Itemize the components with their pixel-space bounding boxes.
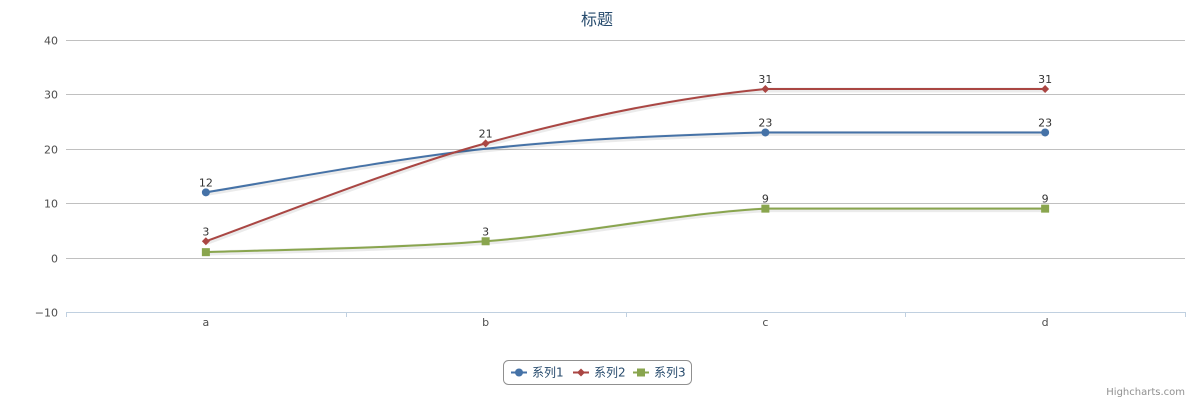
series-line[interactable]	[205, 87, 1046, 243]
data-label: 31	[1038, 73, 1052, 86]
y-tick-label: −10	[35, 307, 58, 320]
data-label: 9	[1042, 193, 1049, 206]
legend-symbol[interactable]	[515, 368, 523, 377]
y-tick-label: 0	[51, 253, 58, 266]
series-line[interactable]	[205, 207, 1046, 254]
y-tick-label: 10	[44, 198, 58, 211]
data-labels: 12 23 23 3 21 31 31 3 9 9	[199, 73, 1052, 238]
data-label: 9	[762, 193, 769, 206]
legend-label[interactable]: 系列3	[654, 366, 686, 380]
x-axis: a b c d	[66, 312, 1186, 329]
data-point[interactable]	[1041, 204, 1050, 213]
series-line[interactable]	[205, 131, 1046, 194]
data-point[interactable]	[761, 128, 770, 137]
data-point[interactable]	[1041, 128, 1050, 137]
y-tick-label: 20	[44, 144, 58, 157]
data-point[interactable]	[761, 204, 770, 213]
series-group	[201, 84, 1050, 257]
data-point[interactable]	[201, 237, 210, 246]
y-tick-label: 40	[44, 35, 58, 48]
data-point[interactable]	[481, 237, 490, 246]
y-axis: −10 0 10 20 30 40	[35, 35, 58, 320]
legend-label[interactable]: 系列1	[532, 366, 564, 380]
x-tick-label: d	[1042, 316, 1049, 329]
data-label: 3	[202, 225, 209, 238]
data-point[interactable]	[201, 188, 210, 197]
series-1[interactable]	[201, 128, 1050, 197]
data-label: 23	[758, 116, 772, 129]
x-tick-label: b	[482, 316, 489, 329]
legend-label[interactable]: 系列2	[594, 366, 626, 380]
chart-title: 标题	[581, 10, 613, 29]
legend[interactable]: 系列1 系列2 系列3	[503, 360, 692, 385]
data-label: 21	[479, 127, 493, 140]
legend-item-1[interactable]: 系列1	[511, 366, 564, 380]
data-label: 3	[482, 225, 489, 238]
legend-symbol[interactable]	[637, 368, 645, 377]
data-point[interactable]	[761, 84, 770, 93]
data-point[interactable]	[481, 139, 490, 148]
data-label: 23	[1038, 116, 1052, 129]
series-2[interactable]	[201, 84, 1050, 246]
x-tick-label: c	[762, 316, 768, 329]
data-label: 12	[199, 176, 213, 189]
legend-item-2[interactable]: 系列2	[573, 366, 626, 380]
legend-box	[503, 360, 692, 385]
legend-symbol[interactable]	[577, 368, 585, 377]
data-point[interactable]	[201, 248, 210, 257]
credits-link[interactable]: Highcharts.com	[1106, 387, 1185, 398]
data-label: 31	[758, 73, 772, 86]
data-point[interactable]	[1041, 84, 1050, 93]
legend-item-3[interactable]: 系列3	[633, 366, 686, 380]
y-tick-label: 30	[44, 89, 58, 102]
x-tick-label: a	[203, 316, 210, 329]
series-3[interactable]	[201, 204, 1050, 257]
